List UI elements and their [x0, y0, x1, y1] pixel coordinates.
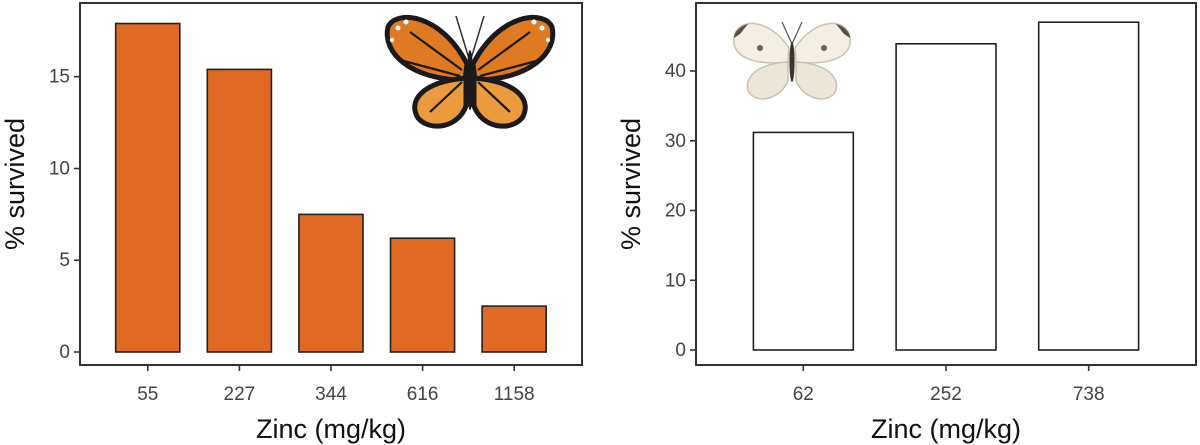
y-axis-ticks: 0 10 20 30 40 [665, 61, 696, 361]
bar-738 [1037, 21, 1140, 351]
x-tick-label: 1158 [494, 384, 535, 405]
y-tick-label: 15 [49, 67, 70, 88]
y-tick-label: 0 [59, 342, 70, 363]
y-tick-label: 20 [665, 201, 686, 222]
monarch-butterfly-image [384, 14, 556, 129]
cabbage-white-butterfly-image [733, 21, 851, 100]
x-tick-label: 344 [315, 384, 347, 405]
y-tick-label: 10 [49, 159, 70, 180]
bar-344 [298, 213, 364, 353]
y-axis-title: % survived [616, 118, 646, 250]
bar-616 [389, 237, 456, 353]
x-tick-label: 738 [1073, 384, 1105, 405]
y-tick-label: 40 [665, 61, 686, 82]
x-axis-ticks: 62 252 738 [793, 365, 1105, 405]
x-tick-label: 62 [793, 384, 814, 405]
y-axis-ticks: 0 5 10 15 [49, 67, 80, 363]
bar-62 [752, 131, 855, 351]
y-tick-label: 5 [59, 250, 70, 271]
bar-227 [206, 68, 273, 353]
y-tick-label: 10 [665, 270, 686, 291]
x-axis-ticks: 55 227 344 616 1158 [137, 365, 535, 405]
bar-1158 [481, 305, 548, 353]
x-tick-label: 55 [137, 384, 158, 405]
y-tick-label: 30 [665, 131, 686, 152]
y-axis-title: % survived [0, 118, 30, 250]
bars-group [114, 22, 548, 353]
x-tick-label: 616 [407, 384, 439, 405]
x-tick-label: 227 [224, 384, 256, 405]
chart-panel-cabbage-white: 0 10 20 30 40 62 252 738 Zinc (mg/kg) % surviv… [616, 2, 1197, 444]
x-axis-title: Zinc (mg/kg) [871, 414, 1021, 444]
x-tick-label: 252 [930, 384, 962, 405]
x-axis-title: Zinc (mg/kg) [256, 414, 406, 444]
bar-252 [895, 42, 997, 351]
chart-panel-monarch: 0 5 10 15 55 227 344 616 1158 Zinc (mg/kg) % su… [0, 2, 583, 444]
bar-55 [114, 22, 181, 353]
y-tick-label: 0 [675, 340, 686, 361]
bars-group [752, 21, 1140, 351]
